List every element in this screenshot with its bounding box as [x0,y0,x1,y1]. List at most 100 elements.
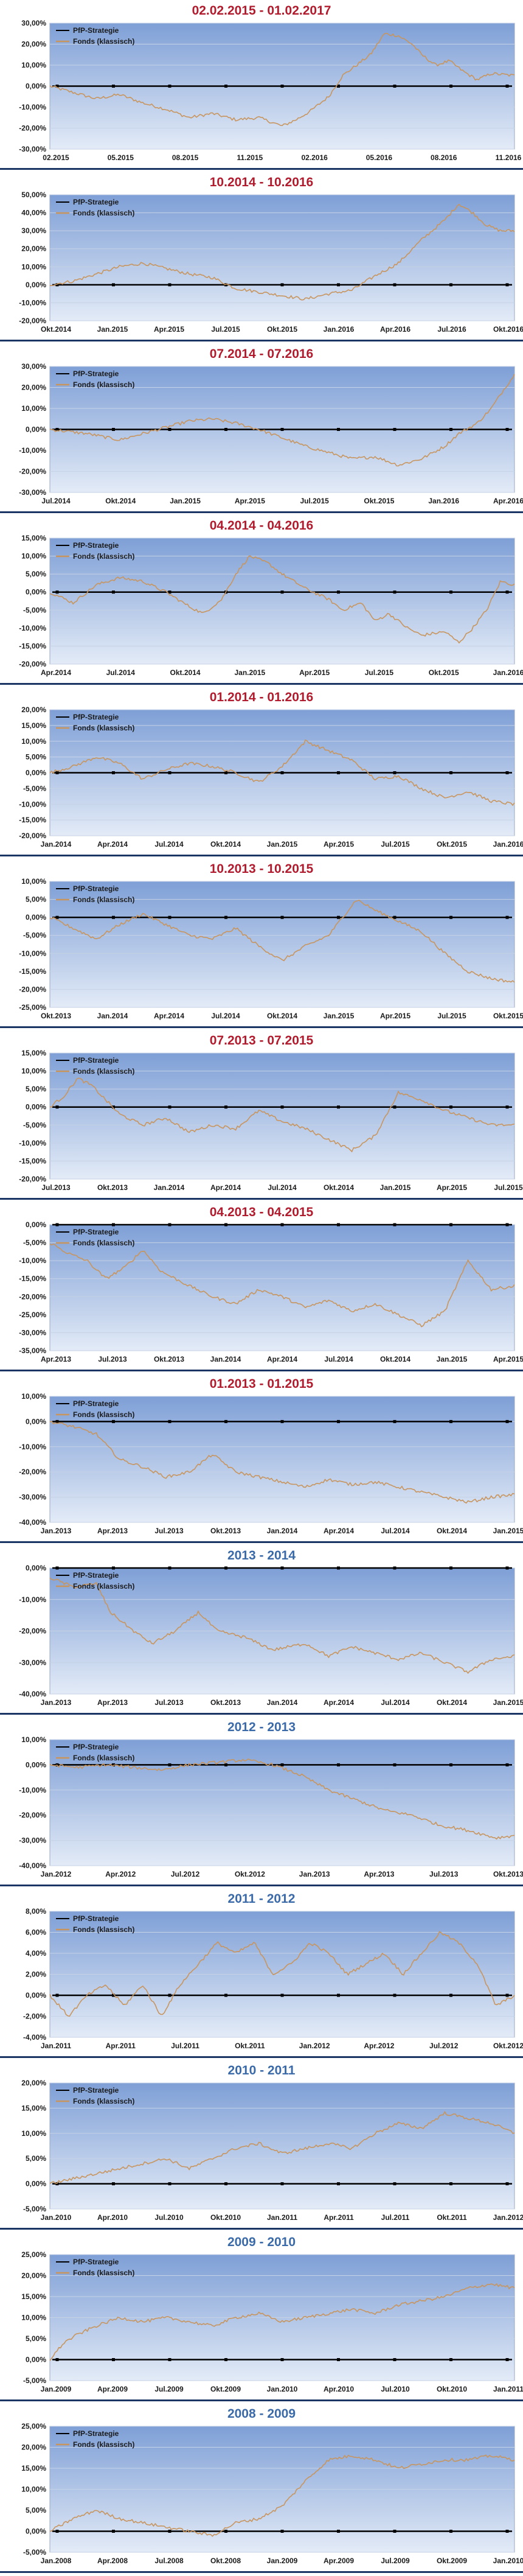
chart-panel: 2013 - 2014 0,00% -10,00% -20,00% -30,00% -40… [0,1545,523,1717]
y-tick-label: 0,00% [26,281,46,289]
chart-panel: 04.2014 - 04.2016 15,00% 10,00% 5,00% 0,00% -… [0,515,523,687]
strategy-marker [112,2358,115,2361]
line-chart: 10,00%0,00%-10,00%-20,00%-30,00%-40,00%J… [19,1735,523,1878]
fund-series-line [49,1243,515,1328]
panel-divider [0,1198,523,1200]
x-tick-label: Jul.2013 [154,1698,184,1707]
line-chart: 0,00% -5,00% -10,00% -15,00% -20,00% -25,00% -… [19,1220,523,1363]
x-tick-label: Apr.2014 [154,1012,184,1020]
legend: PfP-Strategie Fonds (klassisch) [56,2086,134,2105]
strategy-marker [55,590,59,594]
x-tick-label: Apr.2013 [97,1527,128,1535]
y-tick-label: 5,00% [26,2506,46,2515]
chart-title: 01.2013 - 01.2015 [209,1377,314,1391]
chart-panel: 2012 - 2013 10,00% 0,00% -10,00% -20,00% -30,… [0,1717,523,1888]
y-tick-label: 0,00% [26,1220,46,1229]
strategy-marker [168,2358,171,2361]
strategy-marker [337,1566,340,1570]
legend-fund-label: Fonds (klassisch) [73,895,134,904]
line-chart: 50,00% 40,00% 30,00% 20,00% 10,00% 0,00% -10,0… [19,191,523,334]
chart-panel: 2011 - 2012 8,00% 6,00% 4,00% 2,00% 0,00% -2,0… [0,1888,523,2060]
strategy-marker [337,771,340,774]
x-tick-label: Jul.2012 [171,1870,200,1878]
strategy-marker [393,1566,397,1570]
y-tick-label: 10,00% [21,877,46,886]
legend: PfP-Strategie Fonds (klassisch) [56,26,134,46]
legend-fund-label: Fonds (klassisch) [73,2269,134,2277]
fund-series-line [49,1077,515,1153]
strategy-marker [505,2182,509,2186]
strategy-marker [449,1566,452,1570]
strategy-marker [224,2182,227,2186]
strategy-marker [168,2182,171,2186]
y-tick-label: 5,00% [26,895,46,904]
x-tick-label: Jan.2012 [41,1870,72,1878]
legend: PfP-Strategie Fonds (klassisch) [56,884,134,904]
x-tick-label: Okt.2015 [437,840,467,849]
y-tick-label: 10,00% [21,737,46,746]
x-tick-label: Jul.2015 [381,840,410,849]
fund-series-line [49,374,515,467]
chart-title: 2011 - 2012 [227,1892,296,1906]
strategy-marker [168,1763,171,1766]
x-tick-label: Jan.2014 [210,1355,241,1363]
chart-panel: 10.2014 - 10.2016 50,00% 40,00% 30,00% 20,00… [0,172,523,343]
y-tick-label: -5,00% [23,1121,46,1129]
strategy-marker [55,428,59,431]
x-tick-label: Okt.2014 [324,1183,354,1192]
strategy-marker [505,1763,509,1766]
y-tick-label: 40,00% [21,209,46,217]
x-tick-label: Jul.2015 [300,497,329,505]
chart-panel: 07.2013 - 07.2015 15,00% 10,00% 5,00% 0,00% -… [0,1030,523,1202]
line-chart: 20,00% 15,00% 10,00% 5,00% 0,00% -5,00% -10,00… [19,705,523,849]
x-tick-label: Jan.2015 [493,1527,523,1535]
chart-panel: 02.02.2015 - 01.02.2017 30,00% 20,00% 10,00… [0,0,523,172]
y-tick-label: 0,00% [26,2180,46,2188]
y-tick-label: 15,00% [21,721,46,730]
strategy-marker [168,2530,171,2533]
strategy-marker [168,1419,171,1423]
y-tick-label: -30,00% [19,1658,46,1667]
strategy-marker [280,1566,284,1570]
line-chart: 30,00% 20,00% 10,00% 0,00% -10,00% -20,00% -30… [19,19,521,162]
panel-divider [0,511,523,513]
x-tick-label: Jul.2014 [211,1012,240,1020]
y-tick-label: -15,00% [19,1275,46,1283]
strategy-marker [393,1763,397,1766]
x-tick-label: Jul.2015 [494,1183,523,1192]
x-tick-label: Okt.2014 [41,325,71,334]
legend: PfP-Strategie Fonds (klassisch) [56,198,134,217]
strategy-marker [393,2182,397,2186]
x-tick-label: Jan.2014 [41,840,72,849]
strategy-marker [505,771,509,774]
x-tick-label: Jul.2013 [41,1183,71,1192]
y-tick-label: -30,00% [19,145,46,153]
y-tick-label: -15,00% [19,816,46,824]
y-tick-label: 30,00% [21,226,46,235]
strategy-marker [280,428,284,431]
fund-series-line [49,2283,515,2361]
y-tick-label: 15,00% [21,534,46,542]
y-tick-label: -20,00% [19,1811,46,1819]
strategy-marker [337,1993,340,1997]
x-tick-label: Jan.2010 [493,2557,523,2565]
y-tick-label: -10,00% [19,446,46,455]
x-tick-label: Okt.2010 [437,2385,467,2393]
strategy-marker [337,1763,340,1766]
strategy-marker [168,85,171,88]
panel-divider [0,2056,523,2058]
y-tick-label: -35,00% [19,1346,46,1355]
legend: PfP-Strategie Fonds (klassisch) [56,1914,134,1934]
x-tick-label: Okt.2009 [210,2385,241,2393]
y-tick-label: -15,00% [19,642,46,650]
strategy-marker [55,2358,59,2361]
x-tick-label: Apr.2016 [380,325,410,334]
fund-series-line [49,1758,515,1840]
x-tick-label: Apr.2009 [324,2557,354,2565]
chart-panel: 01.2014 - 01.2016 20,00% 15,00% 10,00% 5,00%… [0,687,523,858]
y-tick-label: 15,00% [21,2292,46,2301]
strategy-marker [449,1223,452,1227]
y-tick-label: -20,00% [19,985,46,993]
strategy-marker [337,590,340,594]
y-tick-label: 30,00% [21,19,46,27]
